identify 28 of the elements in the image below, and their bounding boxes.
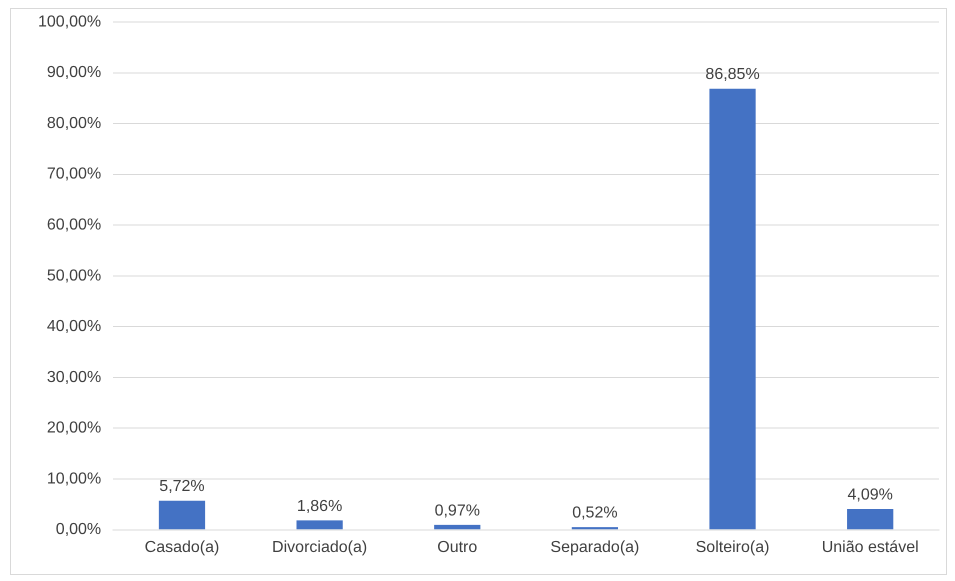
data-label: 0,52% (572, 504, 618, 522)
y-tick-label: 100,00% (38, 13, 102, 30)
y-tick-label: 40,00% (46, 318, 102, 336)
y-tick-label: 60,00% (46, 216, 102, 234)
data-label: 1,86% (296, 498, 342, 515)
y-tick-label: 10,00% (46, 470, 102, 488)
y-tick-label: 80,00% (46, 114, 102, 132)
data-label: 5,72% (159, 478, 205, 496)
data-label: 86,85% (705, 66, 760, 84)
x-tick-label: Separado(a) (550, 538, 640, 556)
bar (709, 88, 756, 530)
y-tick-label: 30,00% (46, 368, 102, 386)
bar (158, 500, 206, 530)
x-tick-label: Casado(a) (144, 538, 220, 556)
bar (847, 509, 894, 530)
data-label: 4,09% (847, 486, 893, 504)
y-tick-label: 20,00% (46, 420, 102, 437)
y-tick-label: 70,00% (46, 166, 102, 183)
bar (434, 524, 480, 530)
x-tick-label: União estável (822, 538, 919, 556)
x-tick-label: Outro (437, 538, 478, 556)
x-tick-label: Solteiro(a) (696, 538, 770, 556)
x-tick-label: Divorciado(a) (272, 538, 368, 556)
data-label: 0,97% (434, 502, 480, 520)
y-tick-label: 50,00% (46, 267, 102, 284)
y-tick-label: 90,00% (46, 64, 102, 82)
bar (296, 520, 343, 530)
y-tick-label: 0,00% (56, 521, 102, 538)
